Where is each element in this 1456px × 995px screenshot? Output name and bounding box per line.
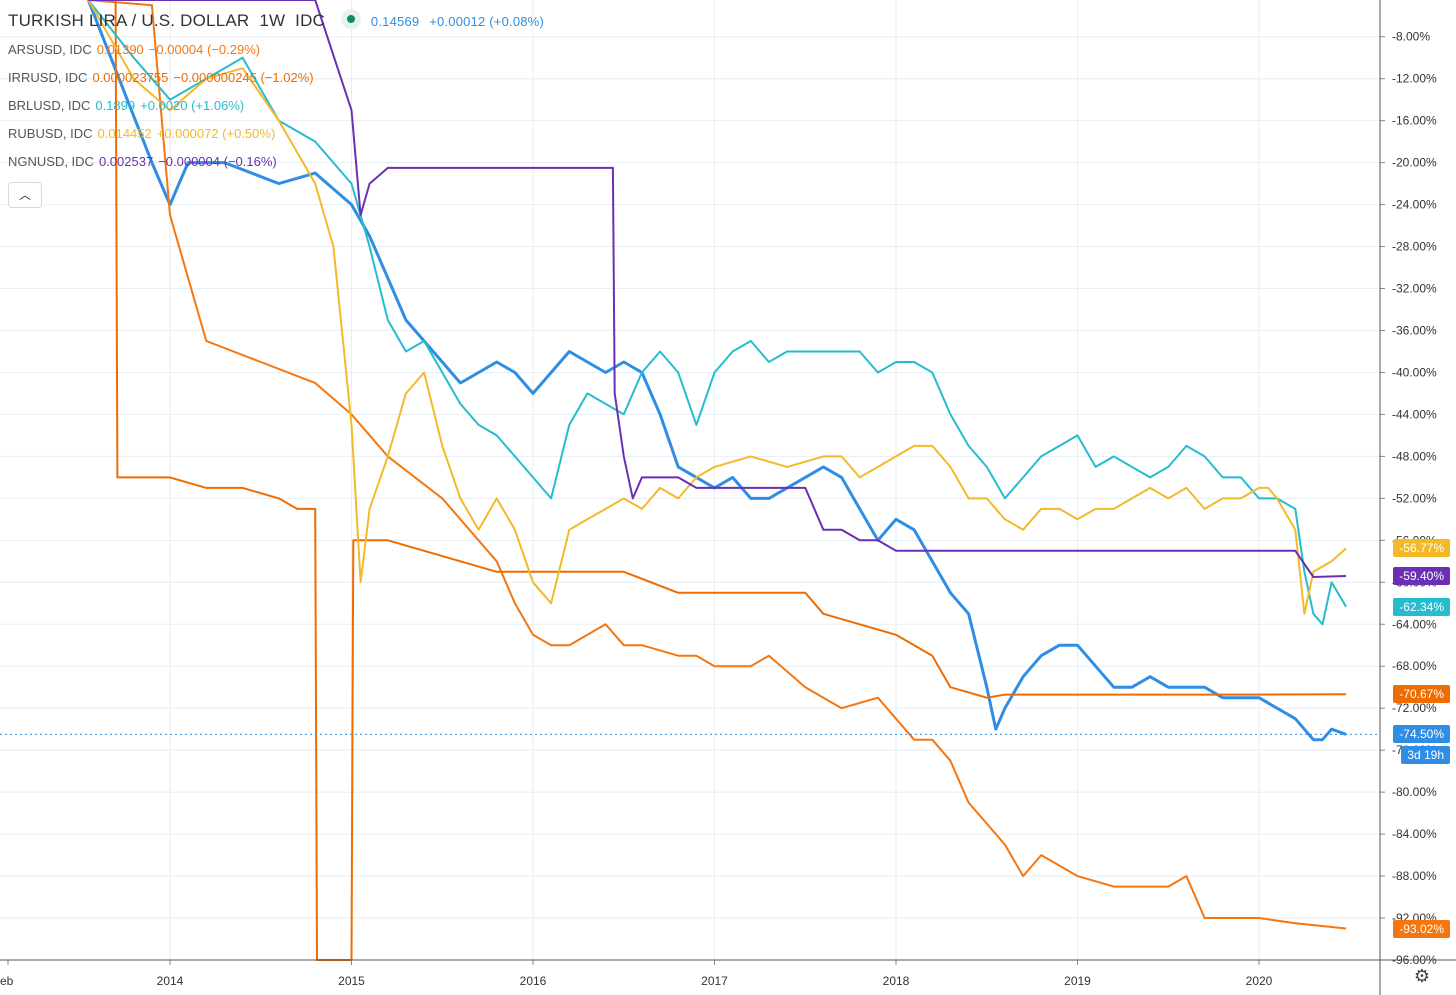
collapse-legend-button[interactable]: ︿ <box>8 182 42 208</box>
legend-item[interactable]: IRRUSD, IDC 0.000023755 −0.000000245 (−1.0… <box>8 64 549 92</box>
legend-change: −0.00004 (−0.29%) <box>148 42 261 57</box>
y-tick-label: -64.00% <box>1392 617 1437 631</box>
y-tick-label: -48.00% <box>1392 449 1437 463</box>
x-tick-label: 2017 <box>701 974 728 988</box>
legend-item[interactable]: RUBUSD, IDC 0.014452 +0.000072 (+0.50%) <box>8 120 549 148</box>
price-tag-irrusd: -70.67% <box>1393 685 1450 704</box>
y-tick-label: -80.00% <box>1392 785 1437 799</box>
main-price: 0.14569 <box>370 14 420 29</box>
main-source: IDC <box>295 11 326 30</box>
y-tick-label: -32.00% <box>1392 282 1437 296</box>
main-change: +0.00012 (+0.08%) <box>429 14 544 29</box>
main-symbol: TURKISH LIRA / U.S. DOLLAR <box>8 11 250 30</box>
x-tick-label: 2020 <box>1246 974 1273 988</box>
legend-symbol: IRRUSD, IDC <box>8 70 88 85</box>
y-tick-label: -36.00% <box>1392 323 1437 337</box>
legend-price: 0.002537 <box>98 154 154 169</box>
y-tick-label: -12.00% <box>1392 72 1437 86</box>
live-status-icon[interactable] <box>340 9 361 29</box>
y-tick-label: -88.00% <box>1392 869 1437 883</box>
y-tick-label: -16.00% <box>1392 114 1437 128</box>
y-tick-label: -20.00% <box>1392 156 1437 170</box>
price-tag-brlusd: -62.34% <box>1393 597 1450 616</box>
y-tick-label: -72.00% <box>1392 701 1437 715</box>
legend-symbol: ARSUSD, IDC <box>8 42 92 57</box>
y-tick-label: -40.00% <box>1392 365 1437 379</box>
x-axis[interactable]: eb 2014 2015 2016 2017 2018 2019 2020 <box>0 959 1456 988</box>
legend-price: 0.1899 <box>95 98 136 113</box>
price-tag-arsusd: -93.02% <box>1393 919 1450 938</box>
series-line-ngnusd <box>88 0 1347 578</box>
legend-symbol: BRLUSD, IDC <box>8 98 91 113</box>
y-tick-label: -8.00% <box>1392 30 1430 44</box>
price-tag-rubusd: -56.77% <box>1393 539 1450 558</box>
legend-price: 0.000023755 <box>92 70 169 85</box>
legend-item[interactable]: ARSUSD, IDC 0.01390 −0.00004 (−0.29%) <box>8 36 549 64</box>
x-tick-label: eb <box>0 974 14 988</box>
legend-items: ARSUSD, IDC 0.01390 −0.00004 (−0.29%) IRRUS… <box>8 36 549 176</box>
y-tick-label: -68.00% <box>1392 659 1437 673</box>
series-lines <box>86 0 1347 961</box>
series-line-rubusd <box>87 0 1347 615</box>
y-axis[interactable]: -8.00% -12.00% -16.00% -20.00% -24.00% -28.00… <box>1379 0 1437 995</box>
chevron-up-icon: ︿ <box>18 188 31 202</box>
legend-change: −0.000004 (−0.16%) <box>158 154 277 169</box>
legend-change: −0.000000245 (−1.02%) <box>173 70 314 85</box>
y-tick-label: -28.00% <box>1392 240 1437 254</box>
gear-icon[interactable]: ⚙ <box>1413 966 1430 986</box>
series-line-irrusd <box>88 0 1347 961</box>
legend-item[interactable]: BRLUSD, IDC 0.1899 +0.0020 (+1.06%) <box>8 92 549 120</box>
price-tag-ngnusd: -59.40% <box>1393 567 1450 585</box>
legend-price: 0.01390 <box>96 42 144 57</box>
series-line-arsusd <box>88 0 1347 930</box>
x-tick-label: 2014 <box>157 974 184 988</box>
series-line-brlusd <box>87 0 1347 626</box>
legend-price: 0.014452 <box>97 126 152 141</box>
y-tick-label: -24.00% <box>1392 198 1437 212</box>
countdown-tag: 3d 19h <box>1401 746 1450 765</box>
series-line-tryusd <box>86 0 1347 742</box>
legend-symbol: NGNUSD, IDC <box>8 154 94 169</box>
x-tick-label: 2019 <box>1064 974 1091 988</box>
legend-item[interactable]: NGNUSD, IDC 0.002537 −0.000004 (−0.16%) <box>8 148 549 176</box>
main-interval: 1W <box>259 11 286 30</box>
x-tick-label: 2015 <box>338 974 365 988</box>
y-tick-label: -84.00% <box>1392 827 1437 841</box>
legend-main-row[interactable]: TURKISH LIRA / U.S. DOLLAR 1W IDC 0.1456… <box>8 6 549 36</box>
y-tick-label: -44.00% <box>1392 407 1437 421</box>
legend-change: +0.0020 (+1.06%) <box>140 98 245 113</box>
price-tag-tryusd: -74.50% <box>1393 725 1450 744</box>
x-tick-label: 2016 <box>520 974 547 988</box>
legend-change: +0.000072 (+0.50%) <box>156 126 276 141</box>
legend: TURKISH LIRA / U.S. DOLLAR 1W IDC 0.1456… <box>8 6 549 208</box>
y-tick-label: -52.00% <box>1392 491 1437 505</box>
legend-symbol: RUBUSD, IDC <box>8 126 93 141</box>
x-tick-label: 2018 <box>883 974 910 988</box>
